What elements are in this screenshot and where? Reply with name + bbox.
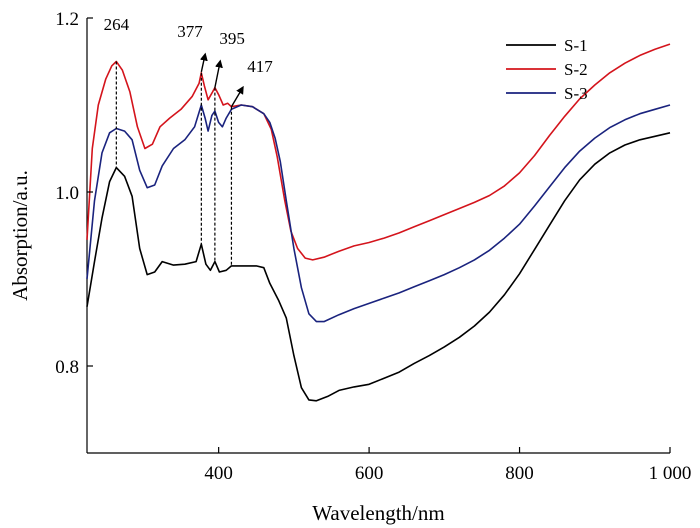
peak-arrow	[230, 85, 244, 108]
legend-label: S-2	[564, 60, 588, 79]
peak-label: 395	[219, 29, 245, 48]
peak-label: 264	[104, 15, 130, 34]
y-tick-label: 1.0	[55, 183, 79, 204]
y-axis-title: Absorption/a.u.	[8, 170, 32, 301]
x-tick-label: 800	[505, 463, 534, 484]
peak-arrow	[214, 59, 223, 88]
ticks-layer: 400 600 800 1 000 0.8 1.0 1.2	[55, 9, 691, 484]
peak-label: 377	[177, 22, 203, 41]
peak-arrow	[199, 52, 208, 73]
legend-label: S-1	[564, 36, 588, 55]
x-tick-label: 600	[355, 463, 384, 484]
legend: S-1 S-2 S-3	[506, 36, 588, 103]
series-line-1	[86, 132, 671, 402]
x-tick-label: 1 000	[649, 463, 692, 484]
x-axis-title: Wavelength/nm	[312, 501, 444, 525]
x-tick-label: 400	[204, 463, 233, 484]
y-tick-label: 0.8	[55, 357, 79, 378]
series-line-3	[86, 104, 671, 323]
series-line-2	[86, 43, 671, 261]
peak-label: 417	[247, 57, 273, 76]
series-layer	[86, 43, 671, 402]
y-tick-label: 1.2	[55, 9, 79, 30]
legend-label: S-3	[564, 84, 588, 103]
